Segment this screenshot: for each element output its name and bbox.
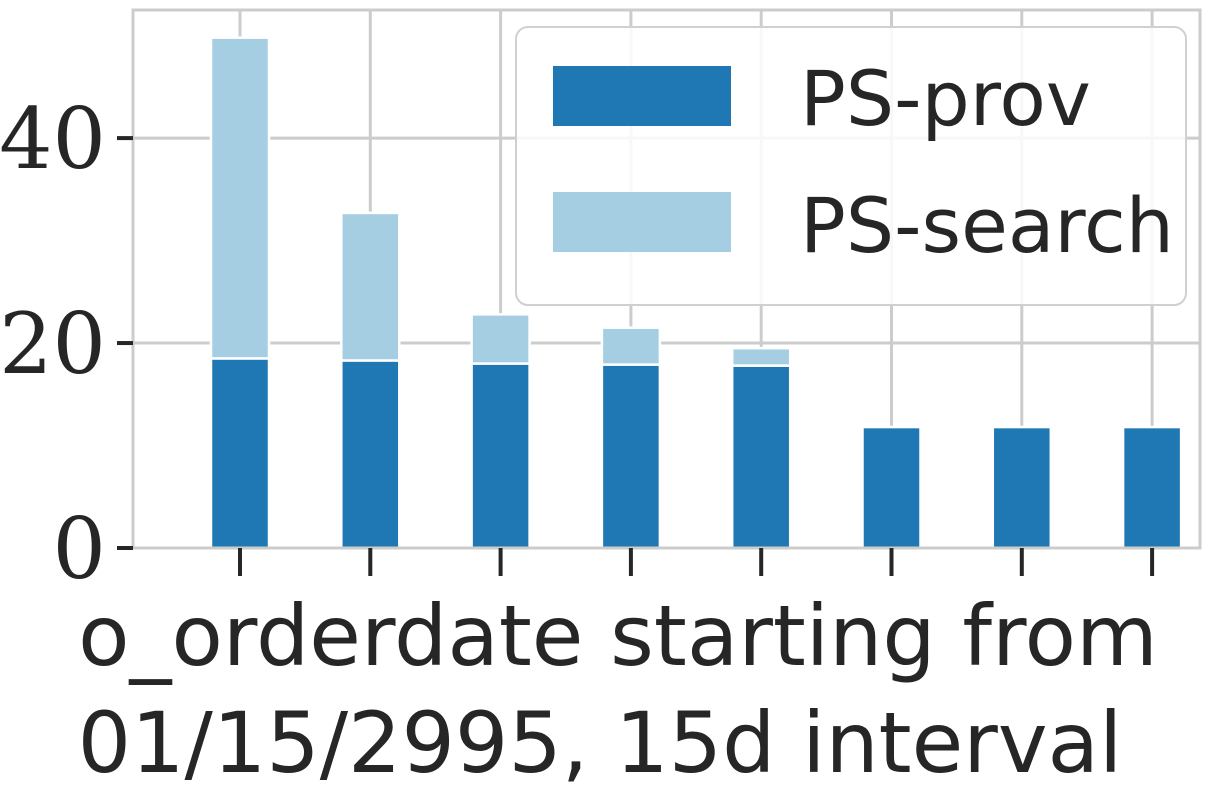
bar-ps-prov-6 bbox=[991, 425, 1053, 550]
bar-ps-prov-3 bbox=[600, 363, 662, 550]
bar-ps-prov-4 bbox=[730, 364, 792, 550]
legend-label-ps-prov: PS-prov bbox=[800, 54, 1091, 143]
bar-ps-prov-1 bbox=[340, 359, 401, 550]
legend-swatch-ps-search bbox=[553, 192, 731, 252]
bar-ps-prov-5 bbox=[861, 425, 922, 550]
bar-ps-prov-2 bbox=[470, 362, 531, 550]
bar-ps-search-0 bbox=[209, 36, 271, 360]
bar-ps-search-3 bbox=[600, 326, 662, 366]
bar-ps-search-2 bbox=[470, 313, 531, 365]
plot-frame bbox=[131, 8, 1202, 550]
y-tick-label: 40 bbox=[0, 90, 106, 188]
bar-ps-search-1 bbox=[340, 211, 401, 362]
x-axis-label-line-2: 01/15/2995, 15d interval bbox=[78, 694, 1123, 792]
bar-ps-search-4 bbox=[730, 346, 792, 367]
axis-ticks: 0 20 40 bbox=[0, 90, 1155, 598]
legend-label-ps-search: PS-search bbox=[800, 181, 1174, 270]
y-tick-label: 0 bbox=[53, 500, 106, 598]
bar-ps-prov-7 bbox=[1121, 425, 1183, 550]
x-axis-label-line-1: o_orderdate starting from bbox=[78, 587, 1158, 685]
legend-swatch-ps-prov bbox=[553, 66, 731, 126]
bar-ps-prov-0 bbox=[209, 357, 271, 550]
legend: PS-prov PS-search bbox=[515, 26, 1187, 306]
y-tick-label: 20 bbox=[0, 295, 106, 393]
